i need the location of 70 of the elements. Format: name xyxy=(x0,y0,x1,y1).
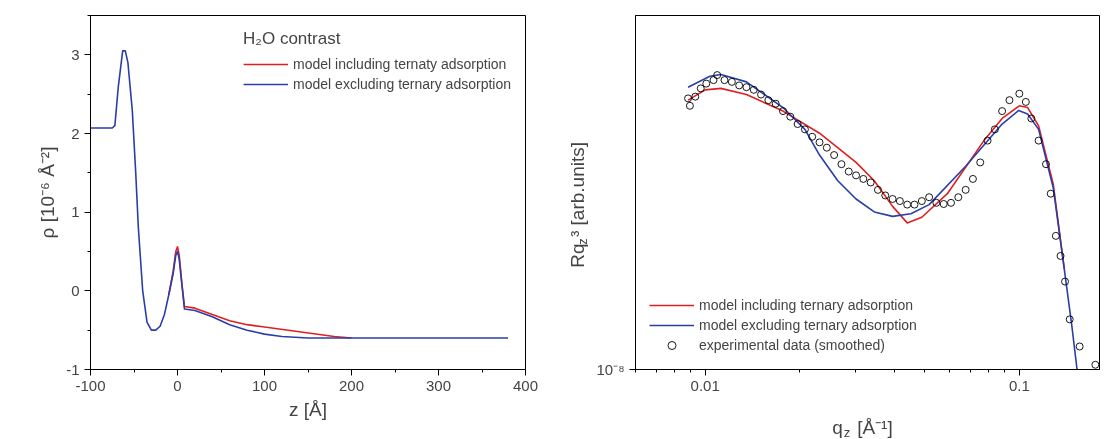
point xyxy=(961,185,970,194)
point xyxy=(771,99,780,108)
legend-label: model excluding ternary adsorption xyxy=(699,317,917,333)
legend-label: model including ternaty adsorption xyxy=(293,56,507,72)
point xyxy=(881,191,890,200)
x-tick-label: 300 xyxy=(425,376,452,394)
point xyxy=(968,174,977,183)
point xyxy=(859,174,868,183)
x-tick-label: 100 xyxy=(251,376,278,394)
point xyxy=(727,77,736,86)
x-tick-label: -100 xyxy=(75,376,106,394)
point xyxy=(786,112,795,121)
point xyxy=(1021,97,1030,106)
point xyxy=(793,120,802,128)
point xyxy=(713,71,722,80)
point xyxy=(837,160,846,169)
point xyxy=(779,107,787,116)
text: 10⁻⁸ xyxy=(596,361,625,378)
point xyxy=(822,143,831,152)
point xyxy=(976,158,985,167)
point xyxy=(917,197,926,205)
point xyxy=(954,193,963,202)
y-tick-label: 0 xyxy=(71,281,80,299)
point xyxy=(866,178,875,187)
x-axis-title: z [Å] xyxy=(289,398,328,420)
point xyxy=(932,198,941,207)
legend-title: H₂O contrast xyxy=(243,29,342,49)
point xyxy=(764,96,773,105)
x-tick-label: 0.01 xyxy=(690,376,720,394)
point xyxy=(874,185,882,194)
point xyxy=(925,193,934,202)
point xyxy=(947,198,955,207)
point xyxy=(830,151,839,159)
point xyxy=(998,107,1007,116)
point xyxy=(844,167,853,176)
point xyxy=(852,171,861,180)
point xyxy=(1034,136,1043,145)
y-tick-label: 2 xyxy=(71,124,80,142)
point xyxy=(1091,360,1100,369)
point xyxy=(1005,96,1014,105)
legend-label: experimental data (smoothed) xyxy=(699,337,885,353)
point xyxy=(735,81,744,90)
point xyxy=(800,125,809,134)
point xyxy=(808,132,817,141)
line-series xyxy=(90,50,509,339)
y-tick-label: -1 xyxy=(66,360,80,378)
y-tick-label: 3 xyxy=(71,45,80,63)
point xyxy=(1042,160,1050,169)
point xyxy=(757,90,765,99)
legend-label: model excluding ternary adsorption xyxy=(293,76,511,92)
point xyxy=(983,136,992,145)
point xyxy=(1027,114,1036,123)
x-tick-label: 0 xyxy=(173,376,182,394)
x-tick-label: 0.1 xyxy=(1008,376,1030,394)
point xyxy=(815,138,824,147)
legend-label: model including ternary adsorption xyxy=(699,297,914,313)
y-tick-label: 1 xyxy=(71,203,80,221)
point xyxy=(749,85,758,94)
y-axis-title: Rqz³ [arb.units] xyxy=(567,142,590,268)
point xyxy=(910,200,919,209)
point xyxy=(939,200,948,208)
point xyxy=(742,83,751,92)
point xyxy=(888,195,897,203)
x-tick-label: 400 xyxy=(512,376,539,394)
point xyxy=(895,197,904,205)
point xyxy=(990,125,999,134)
point xyxy=(720,76,729,85)
point xyxy=(903,200,912,209)
x-tick-label: 200 xyxy=(338,376,365,394)
y-axis-title: ρ [10⁻⁶ Å⁻²] xyxy=(37,146,59,239)
